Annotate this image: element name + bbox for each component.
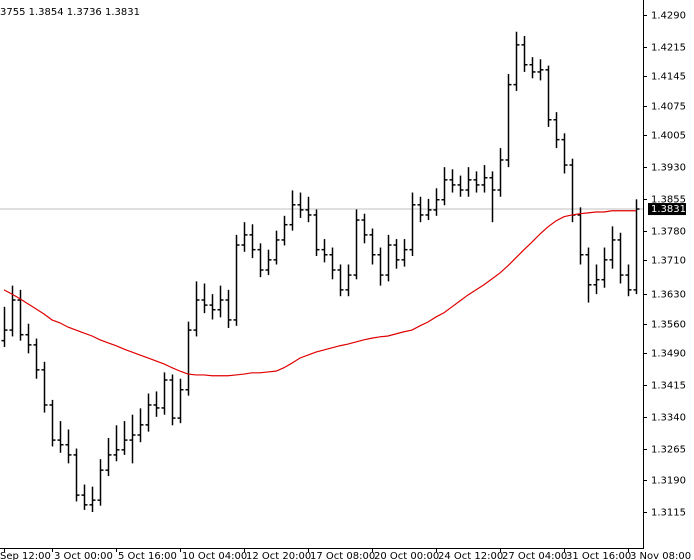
x-tick-label: 20 Oct 00:00 xyxy=(374,551,439,560)
y-tick-label: 1.3415 xyxy=(651,381,686,392)
y-tick-label: 1.3930 xyxy=(651,163,686,174)
y-tick-label: 1.4290 xyxy=(651,11,686,22)
x-tick-label: 3 Nov 08:00 xyxy=(630,551,691,560)
x-tick-label: 24 Oct 12:00 xyxy=(438,551,503,560)
y-tick-label: 1.4075 xyxy=(651,102,686,113)
x-tick-label: 3 Oct 00:00 xyxy=(54,551,113,560)
y-tick-label: 1.3630 xyxy=(651,290,686,301)
y-tick-label: 1.3265 xyxy=(651,445,686,456)
y-tick-label: 1.3710 xyxy=(651,256,686,267)
last-price-label: 1.3831 xyxy=(651,204,686,215)
y-tick-label: 1.3190 xyxy=(651,476,686,487)
x-tick-label: Sep 12:00 xyxy=(0,551,51,560)
moving-average xyxy=(3,210,636,377)
y-tick-label: 1.3560 xyxy=(651,320,686,331)
y-tick-label: 1.3855 xyxy=(651,195,686,206)
y-tick-label: 1.4005 xyxy=(651,131,686,142)
y-tick-label: 1.3780 xyxy=(651,227,686,238)
x-tick-label: 17 Oct 08:00 xyxy=(310,551,375,560)
y-tick-label: 1.3340 xyxy=(651,413,686,424)
x-tick-label: 5 Oct 16:00 xyxy=(118,551,177,560)
y-tick-label: 1.4215 xyxy=(651,43,686,54)
y-tick-label: 1.3490 xyxy=(651,349,686,360)
x-tick-label: 12 Oct 20:00 xyxy=(246,551,311,560)
last-price-box xyxy=(648,203,686,216)
ohlc-info: 3755 1.3854 1.3736 1.3831 xyxy=(0,7,140,18)
y-tick-label: 1.4145 xyxy=(651,72,686,83)
x-tick-label: 10 Oct 04:00 xyxy=(182,551,247,560)
y-tick-label: 1.3115 xyxy=(651,508,686,519)
x-tick-label: 31 Oct 16:00 xyxy=(566,551,631,560)
x-tick-label: 27 Oct 04:00 xyxy=(502,551,567,560)
